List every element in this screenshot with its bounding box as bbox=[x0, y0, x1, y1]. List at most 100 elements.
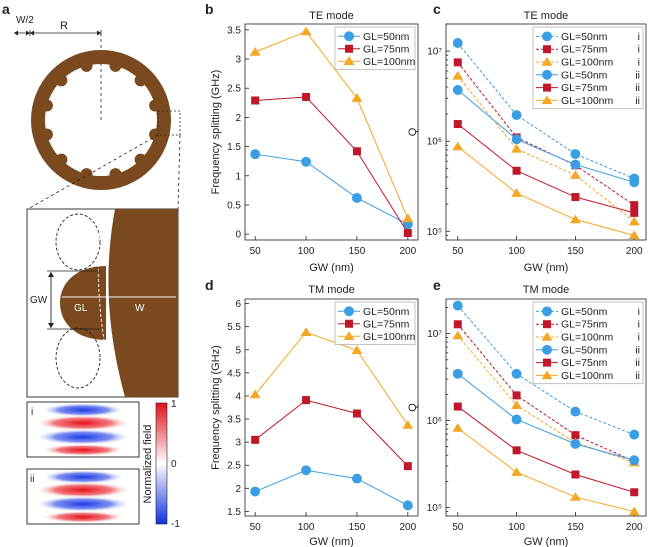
chart-title: TE mode bbox=[524, 10, 569, 22]
w-label: W bbox=[135, 303, 145, 314]
data-point bbox=[345, 44, 353, 53]
data-point bbox=[542, 31, 552, 42]
legend-suffix: i bbox=[638, 31, 640, 43]
ring-notch bbox=[40, 99, 53, 112]
chart-b: TE mode 50 100 150 200 GW (nm) 0 0.5 1 1.5 2 2.5 3 3.… bbox=[210, 10, 419, 274]
x-tick-label: 50 bbox=[452, 246, 464, 257]
x-tick-label: 100 bbox=[508, 246, 525, 257]
y-tick-label: 1.5 bbox=[227, 142, 241, 153]
x-tick-label: 50 bbox=[250, 246, 262, 257]
data-point bbox=[628, 230, 640, 240]
x-tick-label: 100 bbox=[298, 522, 315, 533]
data-point bbox=[542, 69, 552, 80]
r-label: R bbox=[60, 20, 68, 32]
inset-i-lobe bbox=[41, 403, 125, 417]
data-point bbox=[569, 492, 581, 501]
colorbar-tick: 1 bbox=[171, 399, 177, 410]
data-point bbox=[345, 319, 353, 328]
data-point bbox=[452, 85, 463, 95]
x-tick-label: 150 bbox=[349, 522, 366, 533]
data-point bbox=[250, 149, 261, 160]
y-tick-label: 10⁷ bbox=[427, 329, 442, 340]
colorbar-gradient bbox=[155, 402, 168, 525]
inset-ii-lobe bbox=[41, 470, 125, 484]
x-axis-label: GW (nm) bbox=[309, 536, 354, 547]
legend-suffix: ii bbox=[635, 344, 640, 356]
data-point bbox=[344, 31, 354, 42]
data-point bbox=[352, 409, 361, 418]
legend-label: GL=100nm bbox=[363, 331, 415, 343]
data-point bbox=[628, 506, 640, 516]
data-point bbox=[452, 141, 464, 151]
data-point bbox=[403, 228, 412, 237]
series-line bbox=[457, 323, 635, 462]
y-tick-label: 0 bbox=[235, 230, 241, 241]
series-line bbox=[457, 123, 635, 214]
grating-tooth bbox=[60, 266, 106, 340]
data-point bbox=[570, 438, 581, 449]
data-point bbox=[249, 389, 261, 399]
data-point bbox=[402, 420, 414, 429]
y-tick-label: 1.5 bbox=[227, 507, 241, 518]
x-tick-label: 150 bbox=[349, 246, 366, 257]
chart-title: TM mode bbox=[523, 284, 569, 296]
y-tick-label: 3 bbox=[235, 438, 241, 449]
plot-frame bbox=[244, 23, 419, 241]
legend-label: GL=50nm bbox=[561, 306, 608, 318]
colorbar-tick: -1 bbox=[171, 519, 180, 530]
legend-label: GL=75nm bbox=[363, 43, 410, 55]
panel-label-e: e bbox=[433, 277, 441, 293]
legend-suffix: i bbox=[638, 44, 640, 56]
legend-suffix: i bbox=[638, 57, 640, 69]
data-point bbox=[543, 83, 551, 92]
legend-suffix: ii bbox=[635, 95, 640, 107]
data-point bbox=[351, 193, 362, 203]
data-point bbox=[452, 70, 464, 80]
legend-label: GL=75nm bbox=[363, 318, 410, 330]
data-point bbox=[542, 306, 552, 317]
chart-title: TM mode bbox=[308, 284, 354, 296]
x-tick-label: 150 bbox=[567, 246, 584, 257]
legend-label: GL=75nm bbox=[561, 319, 608, 331]
data-point bbox=[251, 96, 260, 105]
data-point bbox=[630, 208, 639, 217]
w2-label: W/2 bbox=[16, 15, 34, 26]
ring-schematic: W/2 R bbox=[14, 15, 181, 210]
data-point bbox=[511, 188, 523, 197]
data-point bbox=[543, 320, 551, 329]
inset-i-lobe bbox=[41, 444, 125, 456]
data-point bbox=[452, 423, 464, 432]
series-line bbox=[457, 406, 635, 493]
series-line bbox=[255, 153, 409, 225]
data-point bbox=[628, 216, 640, 226]
data-point bbox=[541, 95, 553, 105]
legend-suffix: i bbox=[638, 319, 640, 331]
legend-suffix: ii bbox=[635, 69, 640, 81]
panel-label-a: a bbox=[2, 1, 10, 17]
data-point bbox=[351, 473, 362, 484]
legend-suffix: ii bbox=[635, 82, 640, 94]
series-line bbox=[457, 89, 635, 183]
legend-label: GL=50nm bbox=[363, 31, 410, 43]
ring-notches bbox=[40, 59, 162, 181]
data-point bbox=[512, 166, 521, 175]
legend-label: GL=100nm bbox=[561, 95, 613, 107]
series-line bbox=[254, 331, 409, 426]
data-point bbox=[250, 486, 261, 497]
series-line bbox=[457, 373, 635, 461]
ring-notch bbox=[80, 59, 93, 72]
legend-label: GL=75nm bbox=[561, 82, 608, 94]
zoom-line-left bbox=[27, 134, 159, 210]
chart-c: TE mode 50 100 150 200 GW (nm) 10⁵ 10⁶ 10⁷ Q GL=50… bbox=[407, 10, 647, 274]
series-line bbox=[457, 75, 635, 223]
panel-label-d: d bbox=[205, 277, 214, 293]
hole-outline-white bbox=[97, 228, 111, 373]
series-line bbox=[457, 42, 635, 179]
inset-ii-label: ii bbox=[30, 474, 34, 485]
data-point bbox=[300, 327, 312, 336]
x-tick-label: 150 bbox=[567, 522, 584, 533]
colorbar: 1 0 -1 Normalized field bbox=[142, 399, 180, 530]
arrowheads bbox=[14, 30, 101, 36]
series-line bbox=[255, 96, 409, 234]
